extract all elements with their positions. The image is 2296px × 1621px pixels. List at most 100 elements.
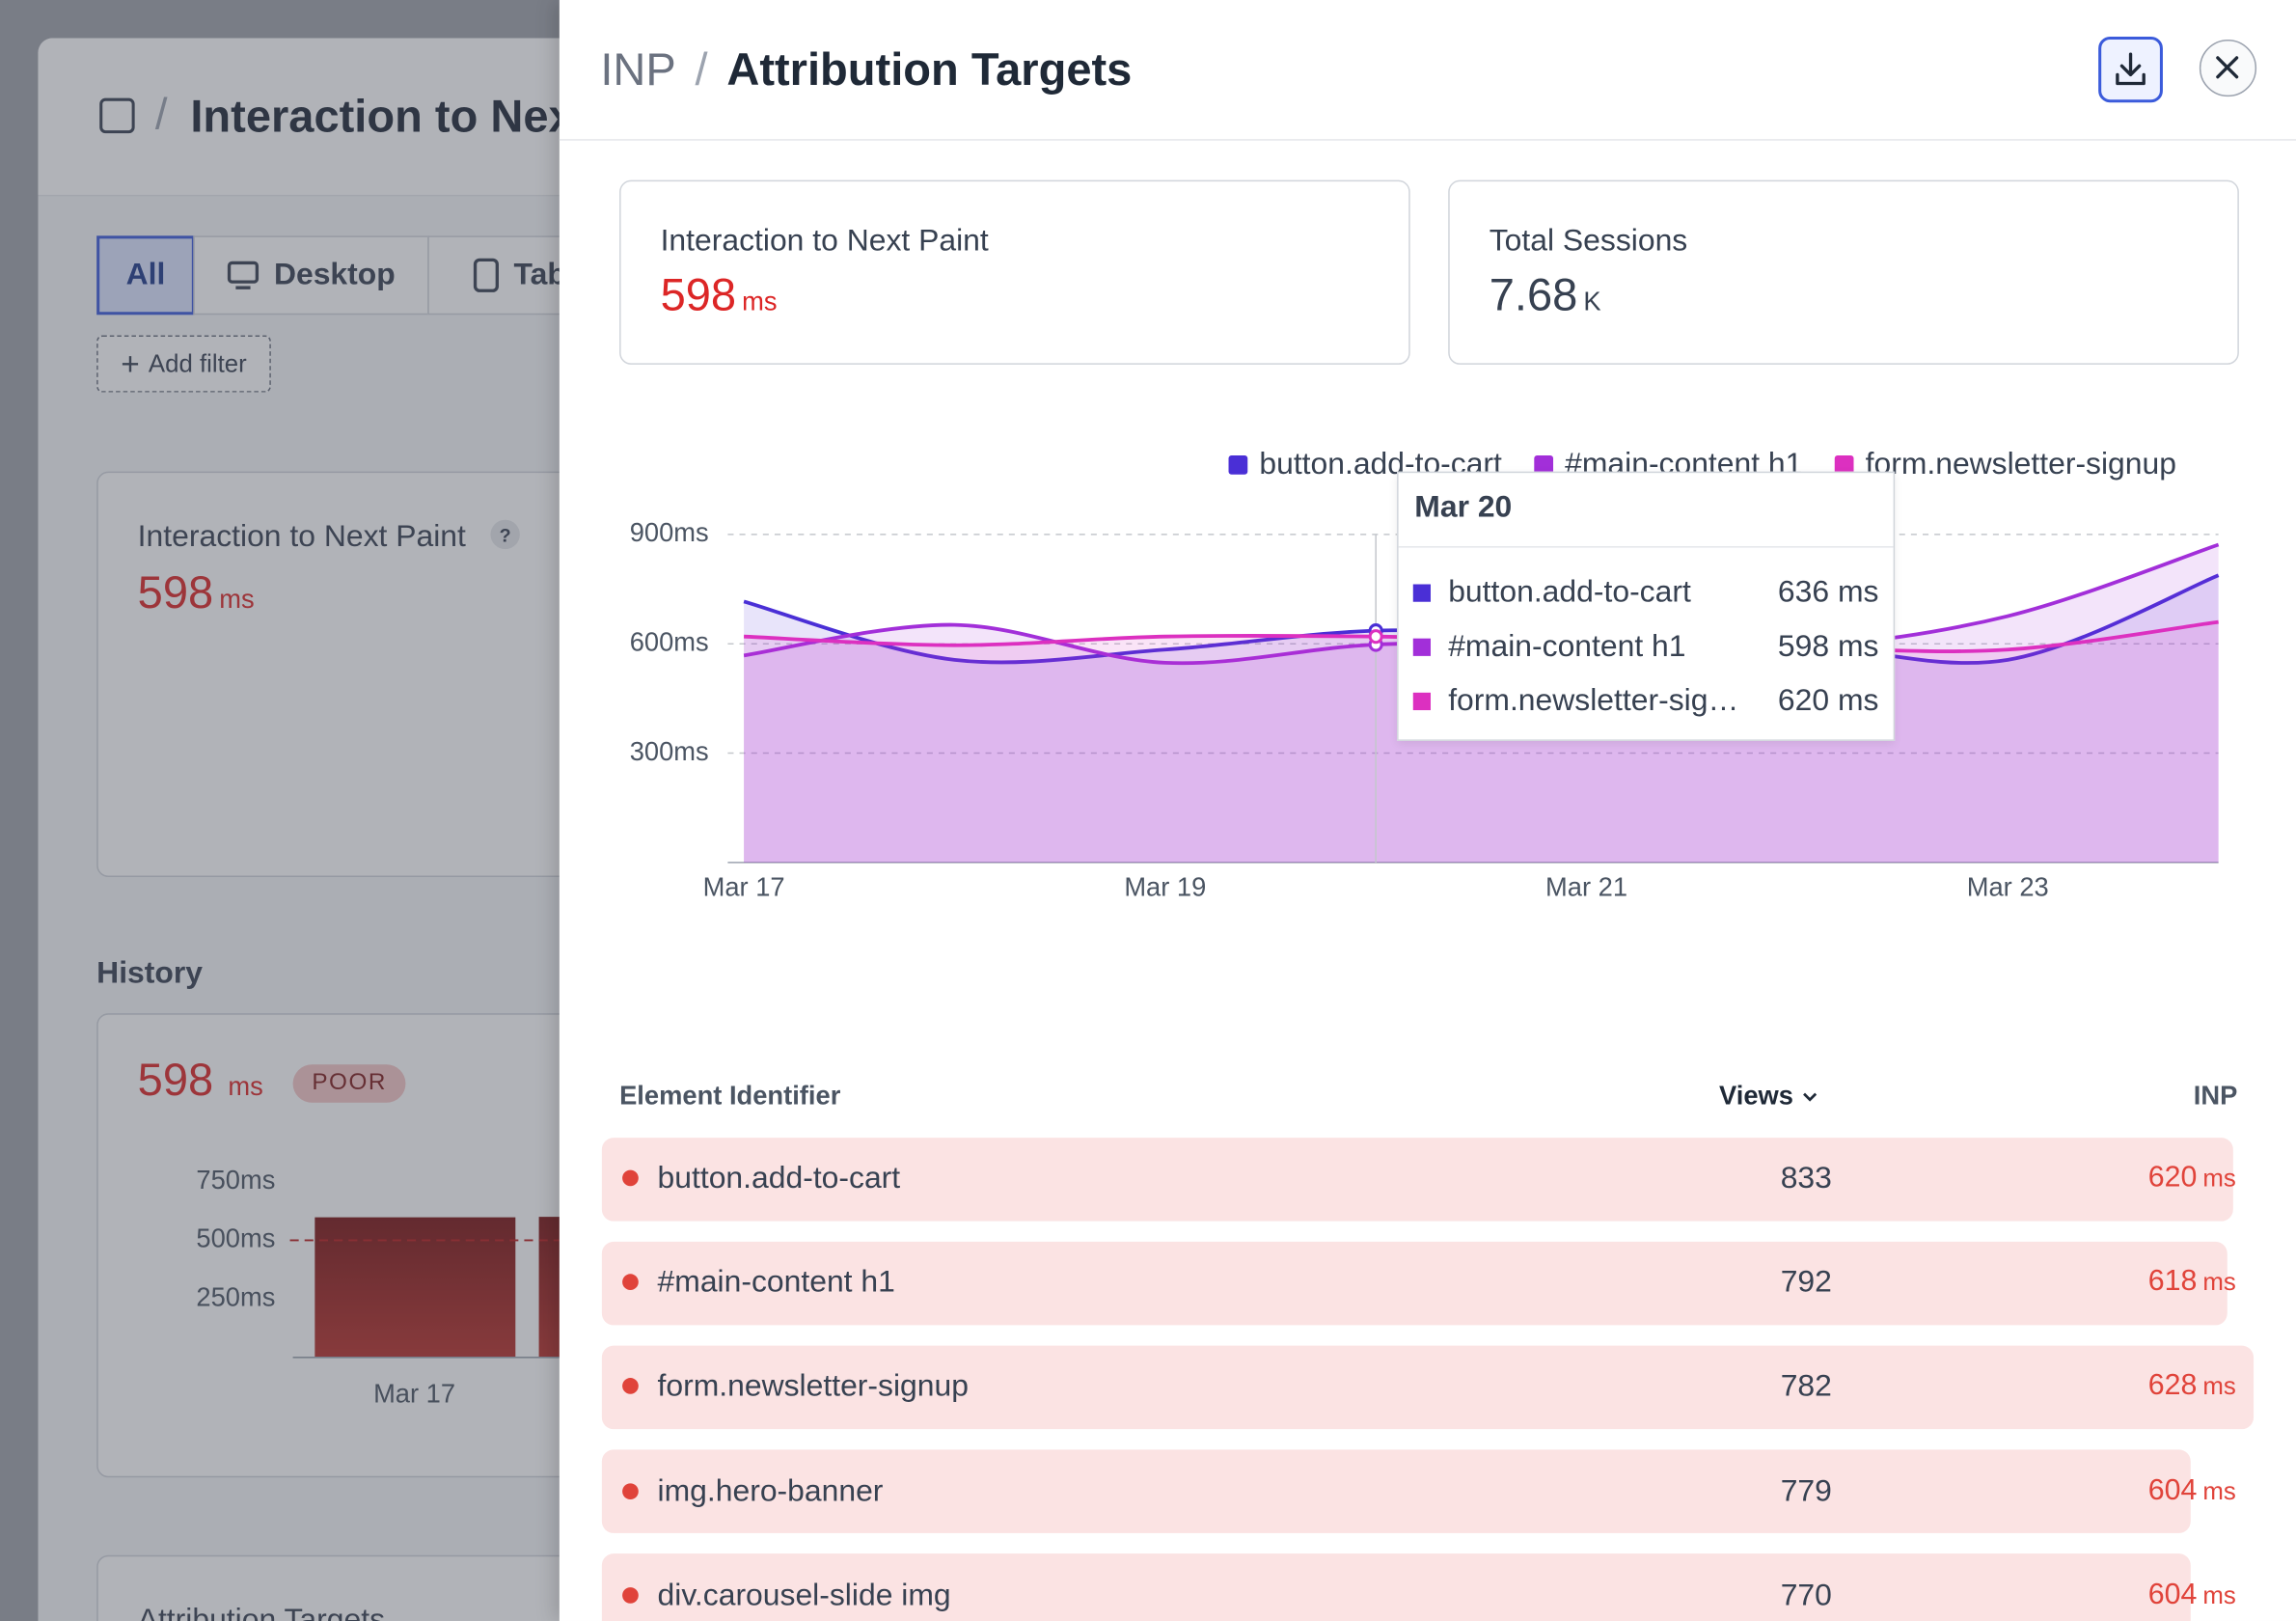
card-title: Interaction to Next Paint	[137, 519, 466, 554]
column-header: INP	[2193, 1080, 2238, 1111]
stat-value: 598 ms	[661, 269, 778, 322]
x-tick-label: Mar 21	[1545, 871, 1627, 901]
help-icon[interactable]: ?	[490, 519, 520, 550]
desktop-icon	[227, 261, 260, 289]
value: 604	[2147, 1578, 2198, 1611]
status-dot	[622, 1482, 639, 1499]
unit: ms	[228, 1071, 263, 1102]
download-button[interactable]	[2098, 36, 2163, 103]
unit: ms	[2202, 1372, 2236, 1401]
value: 598	[660, 269, 737, 321]
tooltip-title: Mar 20	[1414, 490, 1513, 525]
views-value: 833	[1780, 1161, 1832, 1195]
element-identifier: div.carousel-slide img	[657, 1578, 951, 1612]
y-tick-label: 500ms	[196, 1223, 275, 1253]
unit: ms	[2202, 1268, 2236, 1297]
section-heading: History	[96, 955, 204, 990]
tooltip-swatch	[1412, 638, 1431, 656]
stat-card: Total Sessions 7.68 K	[1448, 179, 2239, 365]
status-badge: POOR	[292, 1064, 406, 1103]
history-value: 598 ms	[138, 1055, 263, 1108]
inp-bar	[601, 1137, 2233, 1221]
breadcrumb-item[interactable]: INP	[600, 43, 676, 96]
chart-tooltip: Mar 20 button.add-to-cart 636 ms #main-con…	[1397, 471, 1896, 741]
unit: ms	[219, 584, 255, 614]
stat-label: Interaction to Next Paint	[660, 224, 989, 259]
tooltip-divider	[1398, 546, 1894, 548]
close-button[interactable]	[2199, 39, 2257, 97]
element-identifier: img.hero-banner	[657, 1473, 884, 1508]
hover-point	[1368, 629, 1383, 645]
value: 620	[2147, 1161, 2198, 1194]
tooltip-swatch	[1412, 692, 1431, 711]
add-filter-button[interactable]: + Add filter	[96, 335, 271, 393]
unit: ms	[2202, 1580, 2236, 1609]
tooltip-row: form.newsletter-signup 620 ms	[1412, 675, 1879, 728]
unit: ms	[742, 287, 778, 316]
plus-icon: +	[121, 344, 140, 382]
tooltip-row: button.add-to-cart 636 ms	[1412, 566, 1879, 619]
value: 598	[137, 566, 214, 618]
element-identifier: #main-content h1	[657, 1265, 895, 1300]
inp-bar	[601, 1449, 2191, 1534]
separator: /	[154, 91, 168, 140]
status-dot	[622, 1586, 639, 1604]
tooltip-value: 620 ms	[1777, 683, 1879, 718]
views-value: 782	[1780, 1369, 1832, 1404]
inp-value: 604 ms	[2061, 1579, 2236, 1612]
x-tick-label: Mar 17	[373, 1378, 455, 1408]
legend-swatch	[1534, 454, 1554, 475]
y-tick-label: 300ms	[630, 736, 709, 766]
inp-bar	[601, 1241, 2228, 1325]
inp-value: 620 ms	[2061, 1161, 2236, 1195]
header-label: Views	[1719, 1080, 1794, 1111]
status-dot	[622, 1378, 639, 1395]
tab[interactable]: Desktop	[193, 235, 429, 316]
inp-value: 618 ms	[2061, 1265, 2236, 1299]
tab-label: All	[125, 258, 166, 292]
button-label: Add filter	[148, 348, 247, 377]
tooltip-value: 598 ms	[1777, 629, 1879, 664]
sidebar-toggle[interactable]	[99, 97, 135, 134]
close-icon	[2216, 56, 2239, 79]
breadcrumb: INP / Attribution Targets	[600, 44, 1132, 97]
status-dot	[622, 1274, 639, 1291]
column-header: Element Identifier	[619, 1080, 841, 1111]
y-tick-label: 750ms	[196, 1165, 275, 1195]
unit: K	[1583, 287, 1601, 316]
tab[interactable]: All	[96, 235, 195, 316]
value: 628	[2147, 1369, 2198, 1402]
download-icon	[2116, 52, 2146, 86]
inp-bar	[601, 1553, 2191, 1621]
x-tick-label: Mar 19	[1124, 871, 1206, 901]
value: 7.68	[1489, 269, 1578, 321]
element-identifier: button.add-to-cart	[657, 1161, 901, 1195]
tooltip-value: 636 ms	[1777, 575, 1879, 610]
tablet-icon	[473, 258, 499, 292]
legend-label: form.newsletter-signup	[1866, 446, 2176, 481]
element-identifier: form.newsletter-signup	[657, 1369, 969, 1404]
inp-value: 628 ms	[2061, 1370, 2236, 1404]
views-value: 792	[1780, 1265, 1832, 1300]
sort-icon	[1802, 1091, 1817, 1101]
tooltip-row: #main-content h1 598 ms	[1412, 620, 1879, 673]
views-value: 770	[1780, 1578, 1832, 1612]
metric-value: 598 ms	[138, 566, 255, 619]
inp-value: 604 ms	[2061, 1474, 2236, 1508]
status-dot	[622, 1169, 639, 1187]
tooltip-swatch	[1412, 584, 1431, 602]
breadcrumb-current: Attribution Targets	[726, 43, 1133, 96]
column-header[interactable]: Views	[1719, 1081, 1818, 1112]
value: 604	[2147, 1473, 2198, 1506]
card-title: Attribution Targets	[137, 1603, 386, 1621]
inp-bar	[601, 1345, 2254, 1430]
y-tick-label: 250ms	[196, 1281, 275, 1311]
y-tick-label: 900ms	[630, 517, 709, 547]
unit: ms	[2202, 1476, 2236, 1505]
x-tick-label: Mar 17	[703, 871, 785, 901]
